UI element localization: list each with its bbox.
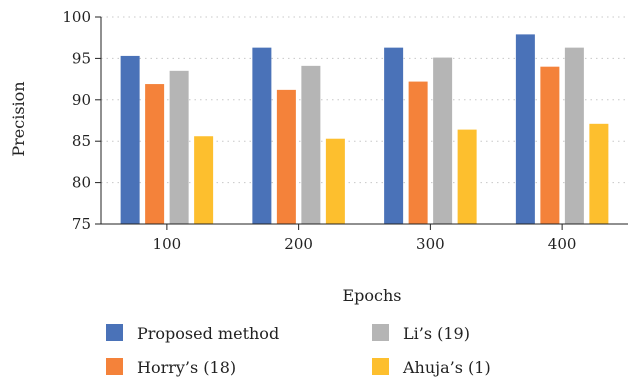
axes	[95, 16, 628, 230]
bar-1-400	[515, 34, 535, 224]
x-tick-label: 300	[416, 235, 445, 253]
bars	[120, 34, 609, 225]
bar-2-100	[145, 84, 165, 225]
y-tick-label: 95	[72, 49, 91, 67]
y-tick-label: 80	[72, 174, 91, 192]
bar-4-100	[194, 136, 214, 224]
legend-label: Proposed method	[137, 324, 279, 343]
x-tick-label: 100	[153, 235, 182, 253]
legend-label: Horry’s (18)	[137, 358, 236, 377]
y-tick-label: 75	[72, 215, 91, 233]
legend-swatch	[372, 324, 389, 341]
y-tick-label: 90	[72, 91, 91, 109]
bar-3-400	[564, 47, 584, 224]
legend-label: Ahuja’s (1)	[402, 358, 491, 377]
bar-1-200	[252, 47, 272, 224]
x-tick-label: 400	[548, 235, 577, 253]
legend-swatch	[106, 324, 123, 341]
x-axis-title: Epochs	[342, 286, 401, 305]
y-tick-label: 85	[72, 132, 91, 150]
bar-2-300	[408, 81, 428, 224]
x-tick-labels: 100 200 300 400	[153, 235, 577, 253]
bar-2-400	[540, 66, 560, 225]
legend-swatch	[372, 358, 389, 375]
bar-3-100	[169, 70, 189, 224]
bar-3-300	[433, 57, 453, 225]
legend: Proposed method Horry’s (18) Li’s (19) Ahuj…	[106, 324, 491, 377]
y-axis-title: Precision	[9, 81, 28, 156]
bar-1-300	[384, 47, 404, 224]
x-tick-label: 200	[284, 235, 313, 253]
bar-4-200	[325, 138, 345, 224]
legend-swatch	[106, 358, 123, 375]
bar-3-200	[301, 65, 321, 225]
bar-1-100	[120, 55, 140, 224]
bar-2-200	[276, 89, 296, 224]
y-tick-label: 100	[62, 8, 91, 26]
legend-label: Li’s (19)	[403, 324, 470, 343]
bar-4-300	[457, 129, 477, 224]
bar-4-400	[589, 123, 609, 224]
y-tick-labels: 75 80 85 90 95 100	[62, 8, 91, 233]
